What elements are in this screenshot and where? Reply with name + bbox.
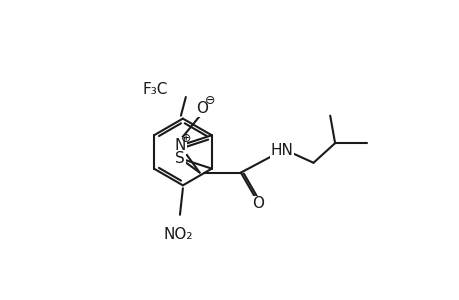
Text: S: S	[175, 151, 185, 166]
Text: O: O	[252, 196, 264, 211]
Text: ⊕: ⊕	[180, 132, 191, 145]
Text: N: N	[174, 138, 185, 153]
Text: HN: HN	[270, 143, 293, 158]
Text: F₃C: F₃C	[142, 82, 168, 97]
Text: O: O	[195, 101, 207, 116]
Text: NO₂: NO₂	[163, 226, 192, 242]
Text: ⊖: ⊖	[205, 94, 215, 107]
